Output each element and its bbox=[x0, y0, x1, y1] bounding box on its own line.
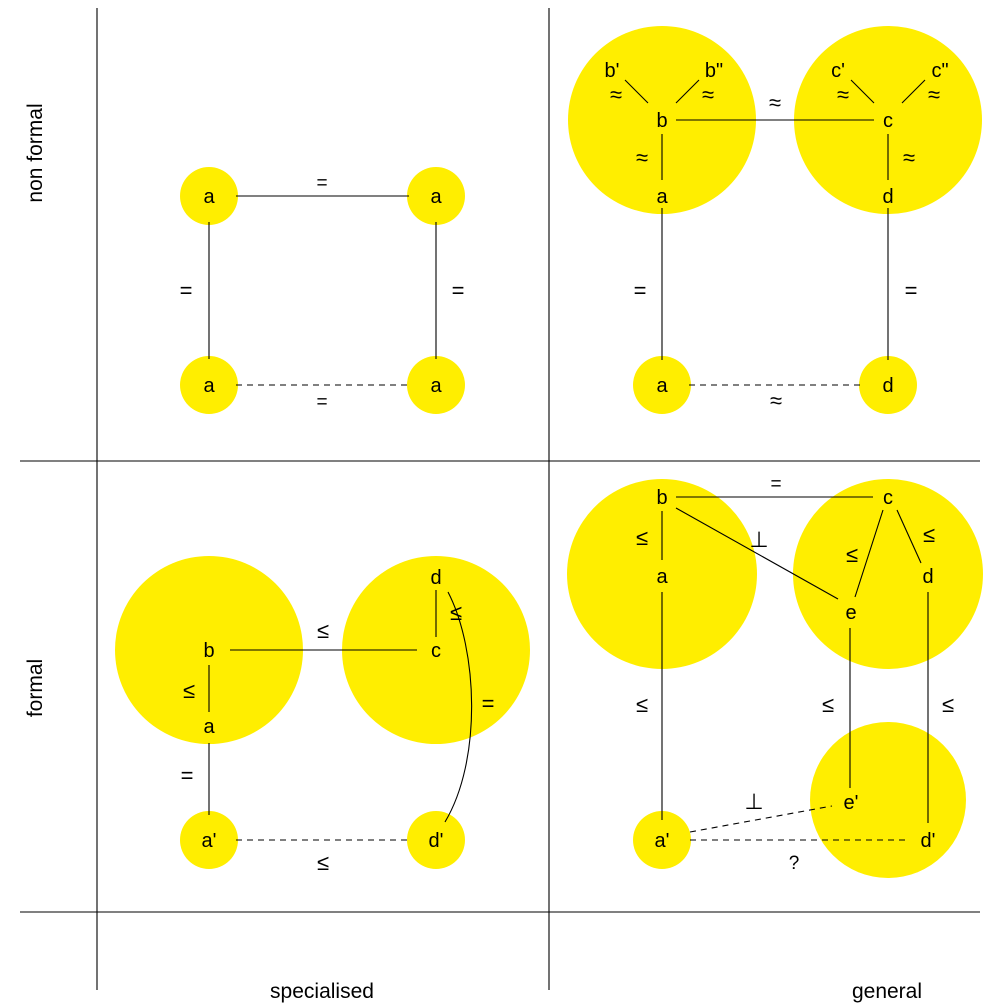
node-c-double-prime: c" bbox=[931, 60, 948, 82]
edge-b-bdouble bbox=[675, 79, 700, 104]
node-blob bbox=[859, 356, 917, 414]
relation-b-c: = bbox=[770, 474, 781, 495]
node-d: d bbox=[882, 186, 893, 208]
node-c: c bbox=[883, 487, 893, 509]
node-blob bbox=[633, 811, 691, 869]
relation-curve: = bbox=[482, 691, 495, 716]
cluster-blob-e-prime bbox=[810, 722, 966, 878]
node-d-low: d bbox=[882, 375, 893, 397]
node-d: d bbox=[430, 567, 441, 589]
relation-right: = bbox=[452, 278, 465, 303]
node-c: c bbox=[883, 110, 893, 132]
cluster-blob-c bbox=[794, 26, 982, 214]
node-c-prime: c' bbox=[831, 60, 845, 82]
node-d-prime: d' bbox=[429, 830, 444, 852]
node-b-prime: b' bbox=[605, 60, 620, 82]
relation-b-c: ≤ bbox=[317, 618, 329, 643]
relation-bottom: = bbox=[316, 392, 327, 413]
node-a: a bbox=[203, 716, 215, 738]
quadrant-nonformal-general: b' b" b c' c" c a d a d ≈ ≈ ≈ ≈ ≈ ≈ ≈ = … bbox=[568, 26, 982, 414]
relation-left: = bbox=[634, 278, 647, 303]
node-a-low: a bbox=[656, 375, 668, 397]
edge-c-cdouble bbox=[901, 79, 926, 104]
relation-c-cdouble: ≈ bbox=[928, 82, 940, 107]
node-blob bbox=[407, 167, 465, 225]
edge-curve-d-dprime bbox=[444, 591, 473, 823]
relation-bottom: ≤ bbox=[317, 850, 329, 875]
quadrant-formal-specialised: b a c d a' d' ≤ ≤ ≤ = = ≤ bbox=[115, 556, 530, 875]
node-blob bbox=[180, 811, 238, 869]
edge-c-e bbox=[854, 509, 884, 598]
node-blob bbox=[407, 356, 465, 414]
node-blob bbox=[180, 356, 238, 414]
relation-b-bprime: ≈ bbox=[610, 82, 622, 107]
relation-right: ≤ bbox=[942, 692, 954, 717]
relation-b-bdouble: ≈ bbox=[702, 82, 714, 107]
quadrant-formal-general: b c a d e e' a' d' = ⊥ ≤ ≤ ≤ ≤ ≤ ≤ ⊥ ? bbox=[567, 474, 983, 878]
node-blob bbox=[180, 167, 238, 225]
node-a-top-right: a bbox=[430, 186, 442, 208]
node-a: a bbox=[656, 566, 668, 588]
quadrant-nonformal-specialised: a a a a = = = = bbox=[180, 167, 465, 414]
relation-b-a: ≈ bbox=[636, 145, 648, 170]
cluster-blob-b bbox=[115, 556, 303, 744]
relation-c-e: ≤ bbox=[846, 542, 858, 567]
relation-aprime-dprime: ? bbox=[789, 853, 800, 874]
edge-c-d bbox=[896, 509, 922, 564]
relation-aprime-eprime: ⊥ bbox=[744, 789, 763, 814]
relation-middle: ≤ bbox=[822, 692, 834, 717]
cluster-blob-c bbox=[342, 556, 530, 744]
node-e-prime: e' bbox=[844, 792, 859, 814]
relation-left: ≤ bbox=[636, 692, 648, 717]
node-c: c bbox=[431, 640, 441, 662]
node-a-prime: a' bbox=[655, 830, 670, 852]
cluster-blob-b bbox=[568, 26, 756, 214]
relation-c-d: ≈ bbox=[903, 145, 915, 170]
relation-top: = bbox=[316, 173, 327, 194]
edge-b-e bbox=[675, 507, 839, 600]
relation-bottom: ≈ bbox=[770, 388, 782, 413]
node-a-top-left: a bbox=[203, 186, 215, 208]
axis-label-non-formal: non formal bbox=[24, 103, 47, 202]
axis-label-formal: formal bbox=[24, 659, 47, 717]
node-d: d bbox=[922, 566, 933, 588]
edge-b-bprime bbox=[624, 79, 649, 104]
node-b: b bbox=[656, 487, 667, 509]
relation-b-e: ⊥ bbox=[749, 527, 768, 552]
cluster-blob-c bbox=[793, 479, 983, 669]
relation-right: = bbox=[905, 278, 918, 303]
node-b: b bbox=[203, 640, 214, 662]
node-e: e bbox=[845, 602, 856, 624]
node-a-bottom-left: a bbox=[203, 375, 215, 397]
node-b: b bbox=[656, 110, 667, 132]
relation-left: = bbox=[181, 763, 194, 788]
relation-b-a: ≤ bbox=[636, 525, 648, 550]
axis-label-general: general bbox=[852, 980, 922, 1003]
edge-c-cprime bbox=[850, 79, 875, 104]
relation-left: = bbox=[180, 278, 193, 303]
node-blob bbox=[633, 356, 691, 414]
relation-c-d: ≤ bbox=[923, 522, 935, 547]
node-a: a bbox=[656, 186, 668, 208]
relation-b-c: ≈ bbox=[769, 90, 781, 115]
relation-b-a: ≤ bbox=[183, 678, 195, 703]
node-blob bbox=[407, 811, 465, 869]
node-d-prime: d' bbox=[921, 830, 936, 852]
node-a-prime: a' bbox=[202, 830, 217, 852]
edge-aprime-eprime-dashed bbox=[689, 805, 833, 833]
node-a-bottom-right: a bbox=[430, 375, 442, 397]
node-b-double-prime: b" bbox=[705, 60, 723, 82]
relation-d-c: ≤ bbox=[450, 600, 462, 625]
axis-label-specialised: specialised bbox=[270, 980, 374, 1003]
relation-c-cprime: ≈ bbox=[837, 82, 849, 107]
